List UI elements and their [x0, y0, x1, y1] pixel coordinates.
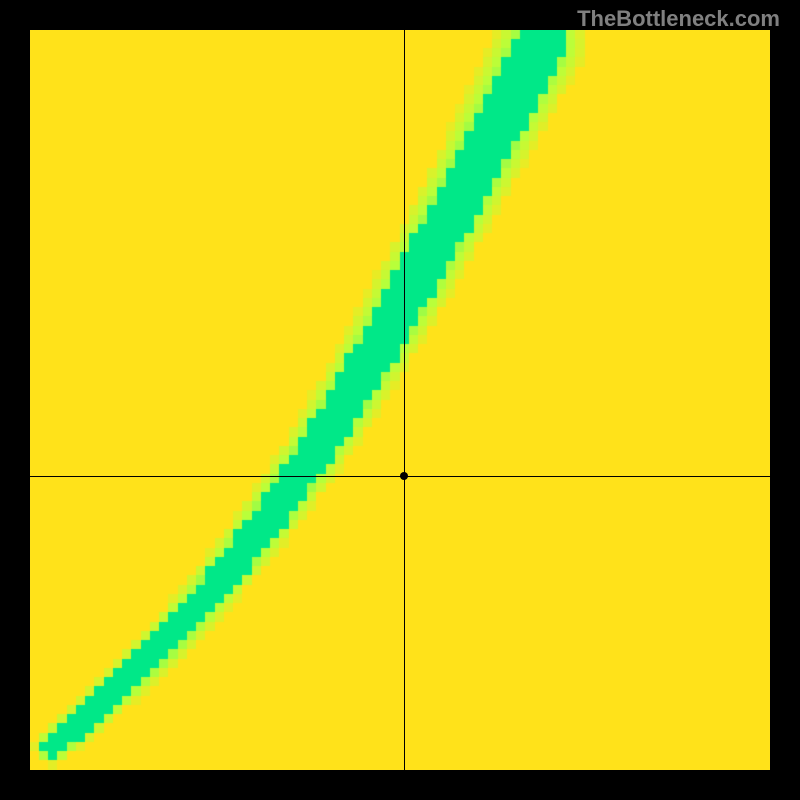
watermark-text: TheBottleneck.com: [577, 6, 780, 32]
heatmap-canvas: [30, 30, 770, 770]
crosshair-vertical: [404, 30, 405, 770]
plot-area: [30, 30, 770, 770]
chart-container: TheBottleneck.com: [0, 0, 800, 800]
crosshair-marker: [400, 472, 408, 480]
